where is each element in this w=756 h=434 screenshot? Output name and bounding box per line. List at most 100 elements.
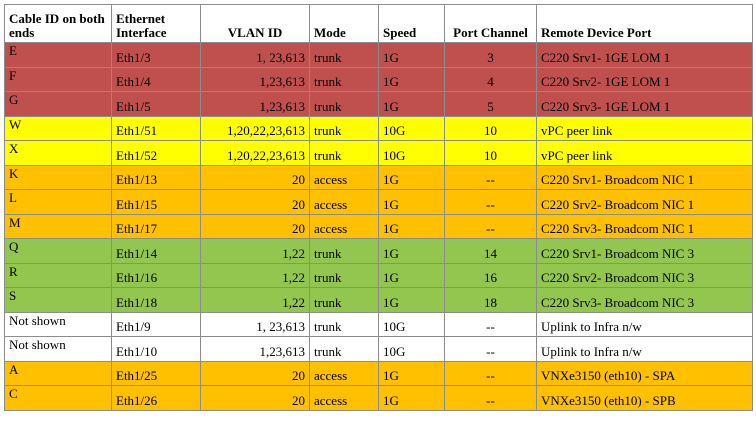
cell-ethernet-interface: Eth1/25 <box>111 360 201 386</box>
cell-vlan-id: 20 <box>200 189 310 215</box>
cell-mode: trunk <box>309 91 379 117</box>
cell-vlan-id: 20 <box>200 360 310 386</box>
table-row: G Eth1/5 1,23,613 trunk 1G 5 C220 Srv3- 1GE LO… <box>4 91 753 117</box>
cell-mode: trunk <box>309 140 379 166</box>
cell-ethernet-interface: Eth1/16 <box>111 262 201 288</box>
cell-speed: 1G <box>378 213 445 239</box>
cell-mode: trunk <box>309 336 379 362</box>
cell-cable-id: F <box>4 66 112 92</box>
table-body: E Eth1/3 1, 23,613 trunk 1G 3 C220 Srv1- 1GE L… <box>4 42 753 411</box>
cell-speed: 10G <box>378 140 445 166</box>
cell-vlan-id: 1,20,22,23,613 <box>200 115 310 141</box>
cell-mode: trunk <box>309 238 379 264</box>
cell-vlan-id: 20 <box>200 385 310 411</box>
cell-port-channel: 14 <box>444 238 537 264</box>
header-cable-id: Cable ID on both ends <box>4 4 112 43</box>
cell-ethernet-interface: Eth1/18 <box>111 287 201 313</box>
cell-speed: 1G <box>378 42 445 68</box>
cell-speed: 10G <box>378 311 445 337</box>
cell-cable-id: M <box>4 213 112 239</box>
cell-ethernet-interface: Eth1/3 <box>111 42 201 68</box>
cell-remote-device-port: Uplink to Infra n/w <box>536 336 753 362</box>
cell-cable-id: K <box>4 164 112 190</box>
cell-cable-id: Not shown <box>4 336 112 362</box>
cell-remote-device-port: vPC peer link <box>536 115 753 141</box>
table-row: F Eth1/4 1,23,613 trunk 1G 4 C220 Srv2- 1GE LO… <box>4 66 753 92</box>
header-port-channel: Port Channel <box>444 4 537 43</box>
table-row: K Eth1/13 20 access 1G -- C220 Srv1- Broadcom … <box>4 164 753 190</box>
cell-remote-device-port: C220 Srv3- Broadcom NIC 3 <box>536 287 753 313</box>
cell-cable-id: R <box>4 262 112 288</box>
cell-ethernet-interface: Eth1/10 <box>111 336 201 362</box>
cell-port-channel: 18 <box>444 287 537 313</box>
table-row: E Eth1/3 1, 23,613 trunk 1G 3 C220 Srv1- 1GE L… <box>4 42 753 68</box>
cell-speed: 1G <box>378 385 445 411</box>
cell-port-channel: -- <box>444 360 537 386</box>
cell-mode: access <box>309 360 379 386</box>
cell-remote-device-port: C220 Srv1- 1GE LOM 1 <box>536 42 753 68</box>
cell-cable-id: Q <box>4 238 112 264</box>
cell-remote-device-port: C220 Srv1- Broadcom NIC 1 <box>536 164 753 190</box>
header-vlan-id: VLAN ID <box>200 4 310 43</box>
table-row: M Eth1/17 20 access 1G -- C220 Srv3- Broadcom … <box>4 213 753 239</box>
cell-vlan-id: 1, 23,613 <box>200 42 310 68</box>
header-remote-device-port: Remote Device Port <box>536 4 753 43</box>
cell-mode: trunk <box>309 287 379 313</box>
cell-ethernet-interface: Eth1/14 <box>111 238 201 264</box>
cell-port-channel: -- <box>444 213 537 239</box>
cell-cable-id: W <box>4 115 112 141</box>
cell-port-channel: 10 <box>444 115 537 141</box>
cell-port-channel: -- <box>444 189 537 215</box>
cell-vlan-id: 1,23,613 <box>200 91 310 117</box>
cell-speed: 1G <box>378 262 445 288</box>
cell-vlan-id: 1,20,22,23,613 <box>200 140 310 166</box>
cell-remote-device-port: VNXe3150 (eth10) - SPB <box>536 385 753 411</box>
cell-mode: trunk <box>309 42 379 68</box>
table-row: W Eth1/51 1,20,22,23,613 trunk 10G 10 vPC peer… <box>4 115 753 141</box>
cell-remote-device-port: C220 Srv3- Broadcom NIC 1 <box>536 213 753 239</box>
cell-vlan-id: 1, 23,613 <box>200 311 310 337</box>
cell-port-channel: 3 <box>444 42 537 68</box>
table-row: S Eth1/18 1,22 trunk 1G 18 C220 Srv3- Broadcom… <box>4 287 753 313</box>
cell-remote-device-port: vPC peer link <box>536 140 753 166</box>
cell-cable-id: X <box>4 140 112 166</box>
cell-port-channel: 16 <box>444 262 537 288</box>
cell-vlan-id: 1,23,613 <box>200 66 310 92</box>
cell-remote-device-port: C220 Srv2- Broadcom NIC 1 <box>536 189 753 215</box>
cell-port-channel: -- <box>444 385 537 411</box>
table-row: A Eth1/25 20 access 1G -- VNXe3150 (eth10) - S… <box>4 360 753 386</box>
cell-mode: trunk <box>309 311 379 337</box>
cell-speed: 1G <box>378 91 445 117</box>
cell-ethernet-interface: Eth1/13 <box>111 164 201 190</box>
cell-remote-device-port: C220 Srv2- 1GE LOM 1 <box>536 66 753 92</box>
table-header: Cable ID on both ends Ethernet Interface… <box>4 4 753 43</box>
cell-mode: access <box>309 385 379 411</box>
cell-vlan-id: 1,22 <box>200 238 310 264</box>
table-row: Not shown Eth1/9 1, 23,613 trunk 10G -- Uplink… <box>4 311 753 337</box>
cell-speed: 10G <box>378 115 445 141</box>
cell-port-channel: -- <box>444 164 537 190</box>
cell-port-channel: 5 <box>444 91 537 117</box>
cell-mode: trunk <box>309 262 379 288</box>
cell-mode: access <box>309 213 379 239</box>
cell-ethernet-interface: Eth1/4 <box>111 66 201 92</box>
cell-port-channel: -- <box>444 336 537 362</box>
cell-cable-id: G <box>4 91 112 117</box>
cell-cable-id: L <box>4 189 112 215</box>
cell-remote-device-port: C220 Srv3- 1GE LOM 1 <box>536 91 753 117</box>
cell-vlan-id: 1,22 <box>200 287 310 313</box>
cell-cable-id: Not shown <box>4 311 112 337</box>
cell-mode: trunk <box>309 115 379 141</box>
cell-remote-device-port: VNXe3150 (eth10) - SPA <box>536 360 753 386</box>
cell-cable-id: C <box>4 385 112 411</box>
cell-speed: 1G <box>378 164 445 190</box>
cell-ethernet-interface: Eth1/52 <box>111 140 201 166</box>
table-row: Q Eth1/14 1,22 trunk 1G 14 C220 Srv1- Broadcom… <box>4 238 753 264</box>
cell-port-channel: 10 <box>444 140 537 166</box>
header-row: Cable ID on both ends Ethernet Interface… <box>4 4 753 43</box>
cell-ethernet-interface: Eth1/51 <box>111 115 201 141</box>
cell-cable-id: E <box>4 42 112 68</box>
cell-ethernet-interface: Eth1/5 <box>111 91 201 117</box>
cell-speed: 10G <box>378 336 445 362</box>
cell-cable-id: S <box>4 287 112 313</box>
